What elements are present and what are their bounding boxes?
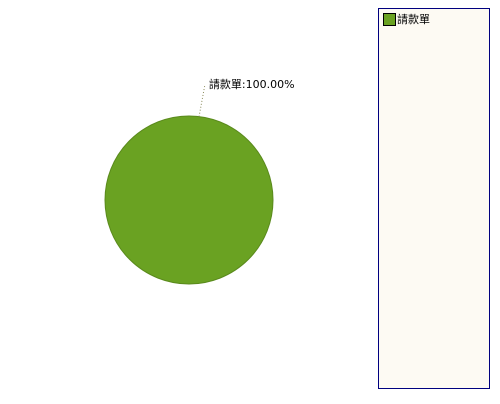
- legend-box: [378, 8, 490, 389]
- legend-swatch: [383, 13, 396, 26]
- leader-line: [198, 84, 206, 117]
- data-label: 請款單:100.00%: [209, 77, 295, 91]
- pie-slice: [104, 115, 274, 285]
- legend-label: 請款單: [397, 12, 430, 26]
